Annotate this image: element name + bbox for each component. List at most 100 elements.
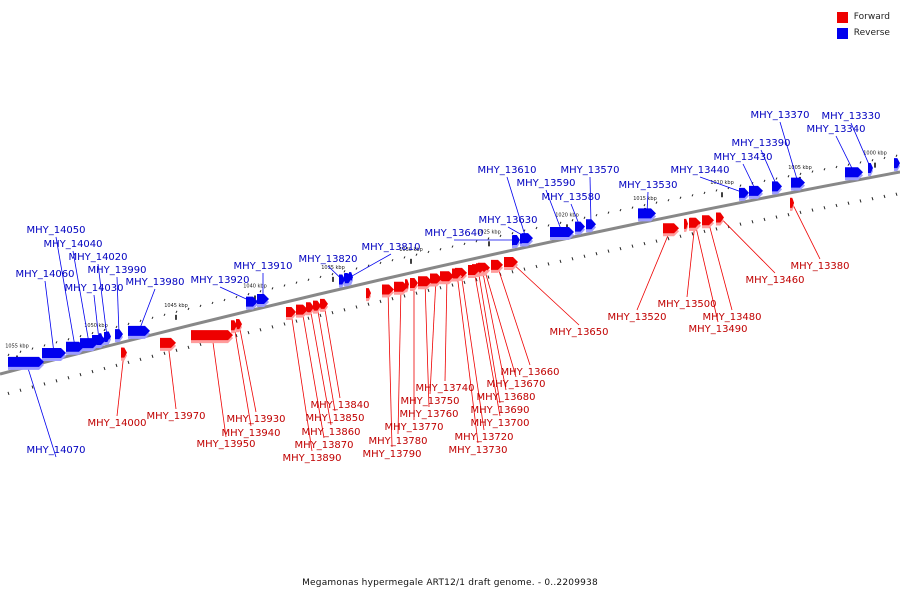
minor-tick [163,313,166,317]
reverse-gene-label: MHY_13390 [731,138,790,149]
leader-line [93,294,100,341]
reverse-gene-arrow [749,185,763,196]
minor-tick [343,308,346,312]
reverse-gene-arrow [638,208,656,219]
reverse-gene-label: MHY_13530 [618,180,677,191]
tick-label: 1005 kbp [788,165,812,171]
forward-gene-arrow [160,337,176,348]
reverse-gene-arrow [66,341,84,352]
forward-gene-label: MHY_13700 [470,418,529,429]
leader-line [316,305,336,412]
leader-line [506,176,527,239]
minor-tick [283,284,286,287]
leader-line [460,272,485,431]
forward-gene-label: MHY_13650 [549,327,608,338]
reverse-gene-arrow [115,329,123,340]
minor-tick [547,224,550,227]
genome-backbone [0,170,900,376]
leader-line [496,264,531,366]
reverse-gene-arrow [772,181,782,192]
minor-tick [847,163,850,166]
leader-line [116,276,120,335]
minor-tick [739,184,742,187]
forward-gene-label: MHY_13460 [745,275,804,286]
leader-line [510,261,580,326]
minor-tick [835,203,838,208]
minor-tick [379,299,382,304]
forward-gene-arrow [394,281,408,292]
minor-tick [763,217,766,222]
leader-line [779,121,799,183]
leader-line [835,135,855,173]
minor-tick [883,156,886,160]
forward-gene-arrow [306,302,314,313]
leader-line [55,236,76,347]
reverse-gene-label: MHY_14060 [15,269,74,280]
legend-forward: Forward [836,9,890,25]
leader-line [545,189,563,233]
leader-line [44,280,55,354]
forward-gene-arrow [382,284,394,295]
minor-tick [775,215,778,219]
minor-tick [151,316,154,320]
minor-tick [139,319,142,323]
minor-tick [787,213,790,217]
reverse-gene-label: MHY_13610 [477,165,536,176]
minor-tick [331,272,334,276]
leader-line [72,250,90,344]
reverse-gene-label: MHY_13980 [125,277,184,288]
reverse-gene-label: MHY_13340 [806,124,865,135]
forward-gene-arrow [468,264,480,275]
minor-tick [871,158,874,162]
tick-label: 1030 kbp [399,247,423,253]
minor-tick [583,216,586,219]
minor-tick [307,316,310,320]
minor-tick [319,313,322,318]
minor-tick [799,210,802,215]
leader-line [444,276,448,382]
legend: Forward Reverse [836,9,890,41]
forward-gene-arrow [690,217,700,228]
minor-tick [199,342,202,347]
minor-tick [31,385,34,389]
forward-gene-arrow [231,320,237,331]
minor-tick [583,254,586,258]
reverse-gene-label: MHY_13330 [821,111,880,122]
minor-tick [811,208,814,212]
minor-tick [67,376,70,380]
minor-tick [619,208,622,212]
minor-tick [643,203,646,207]
minor-tick [259,328,262,332]
reverse-gene-arrow [575,221,585,232]
tick-label: 1040 kbp [243,283,267,289]
minor-tick [175,310,178,314]
minor-tick [559,259,562,264]
reverse-gene-label: MHY_13570 [560,165,619,176]
reverse-gene-arrow [522,233,533,244]
reverse-gene-label: MHY_13920 [190,275,249,286]
forward-gene-label: MHY_14000 [87,418,146,429]
minor-tick [319,275,322,279]
minor-tick [139,357,142,362]
leader-lines [25,121,871,458]
reverse-gene-arrow [128,325,150,336]
minor-tick [67,337,70,341]
minor-tick [895,192,898,196]
forward-gene-arrow [430,273,442,284]
minor-tick [595,252,598,256]
minor-tick [535,264,538,269]
minor-tick [511,270,514,274]
forward-gene-label: MHY_13970 [146,411,205,422]
minor-tick [151,354,154,358]
reverse-gene-label: MHY_13990 [87,265,146,276]
forward-gene-arrow [236,319,242,330]
minor-tick [19,388,22,392]
leader-line [707,220,733,311]
leader-line [699,176,745,194]
forward-gene-arrow [684,218,688,229]
reverse-gene-arrow [550,227,574,237]
minor-tick [763,179,766,183]
tick-label: 1000 kbp [863,151,887,157]
minor-tick [847,201,850,205]
tick-label: 1035 kbp [321,265,345,271]
